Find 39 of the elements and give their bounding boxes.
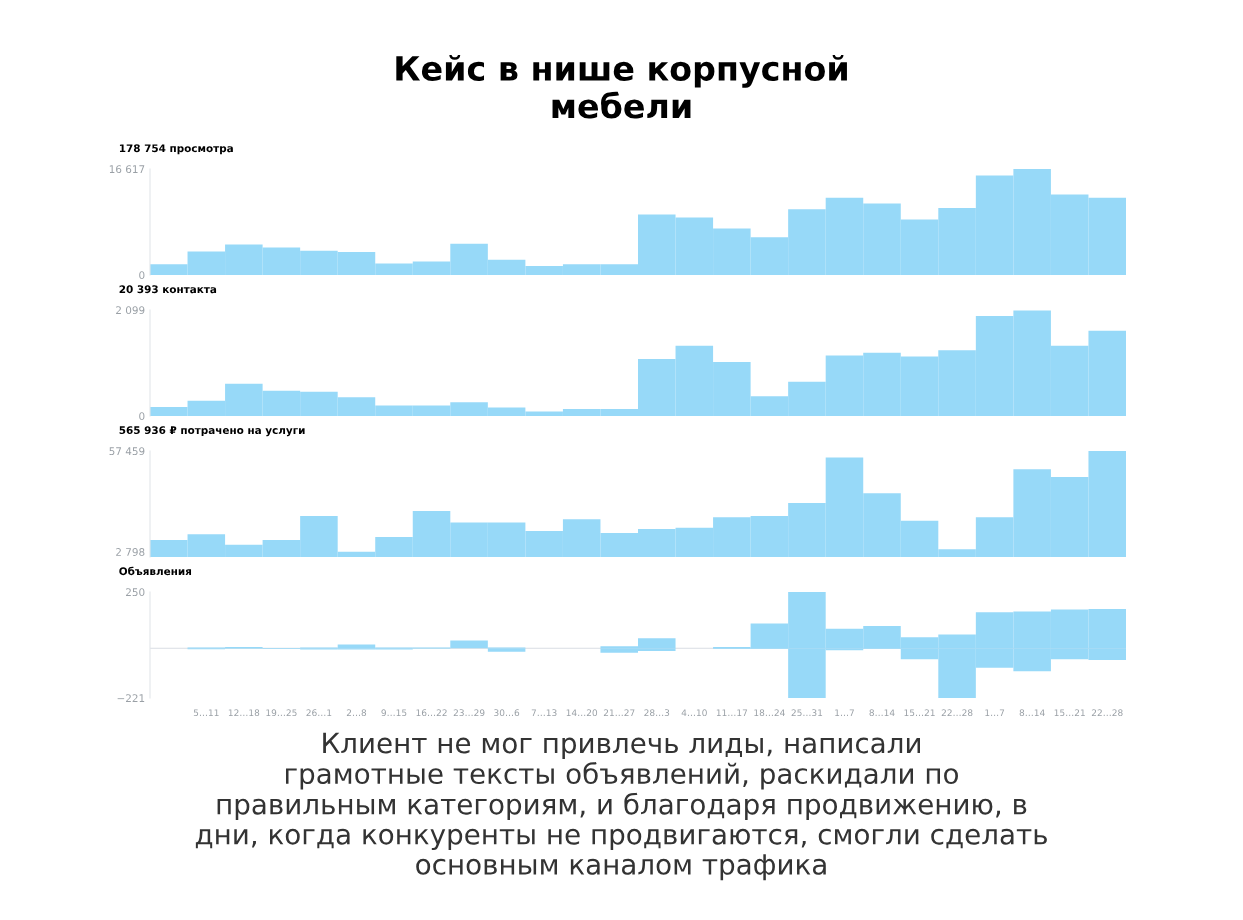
x-tick-label: 30…6 bbox=[494, 709, 520, 717]
chart-title: Объявления bbox=[119, 566, 192, 576]
y-tick-label: 16 617 bbox=[109, 165, 145, 174]
y-tick-label: 57 459 bbox=[109, 447, 145, 456]
text: Клиент не мог привлечь лиды, написали грамотные тексты объявлений, раскидали по правильным категориям, и благодаря продвижению, в дни, когда конкуренты не продвигаются, смогли сделать основным каналом трафика bbox=[195, 732, 1047, 881]
y-tick-label: −221 bbox=[117, 694, 145, 702]
x-tick-label: 2…8 bbox=[346, 709, 367, 717]
x-tick-label: 23…29 bbox=[453, 709, 485, 717]
chart-title: 20 393 контакта bbox=[119, 285, 217, 294]
x-tick-label: 22…28 bbox=[941, 709, 973, 717]
x-tick-label: 12…18 bbox=[228, 709, 260, 717]
x-tick-label: 15…21 bbox=[904, 709, 935, 717]
x-tick-label: 14…20 bbox=[566, 709, 598, 717]
x-tick-label: 18…24 bbox=[754, 709, 785, 717]
x-tick-label: 19…25 bbox=[266, 709, 297, 717]
x-tick-label: 25…31 bbox=[791, 709, 823, 717]
y-tick-label: 0 bbox=[139, 412, 145, 421]
chart-title: 565 936 ₽ потрачено на услуги bbox=[119, 426, 305, 437]
x-tick-label: 7…13 bbox=[531, 709, 557, 717]
x-tick-label: 4…10 bbox=[681, 709, 707, 717]
y-tick-label: 0 bbox=[139, 271, 145, 280]
x-tick-label: 21…27 bbox=[603, 709, 635, 716]
x-tick-label: 11…17 bbox=[716, 709, 748, 716]
x-tick-label: 26…1 bbox=[306, 709, 332, 717]
x-tick-label: 15…21 bbox=[1054, 709, 1085, 717]
x-tick-label: 8…14 bbox=[869, 709, 895, 717]
x-tick-label: 1…7 bbox=[985, 709, 1005, 716]
y-tick-label: 250 bbox=[126, 588, 145, 597]
x-tick-label: 8…14 bbox=[1019, 709, 1045, 717]
x-tick-label: 1…7 bbox=[835, 709, 854, 716]
y-tick-label: 2 798 bbox=[116, 548, 145, 556]
x-tick-label: 9…15 bbox=[381, 709, 407, 717]
chart-title: Кейс в нише корпусной мебели bbox=[396, 55, 847, 119]
x-tick-label: 5…11 bbox=[193, 709, 219, 717]
x-tick-label: 16…22 bbox=[416, 709, 447, 717]
y-tick-label: 2 099 bbox=[116, 306, 145, 315]
x-tick-label: 22…28 bbox=[1091, 709, 1123, 717]
x-tick-label: 28…3 bbox=[644, 709, 670, 717]
chart-subtitle: 178 754 просмотра bbox=[119, 144, 233, 155]
